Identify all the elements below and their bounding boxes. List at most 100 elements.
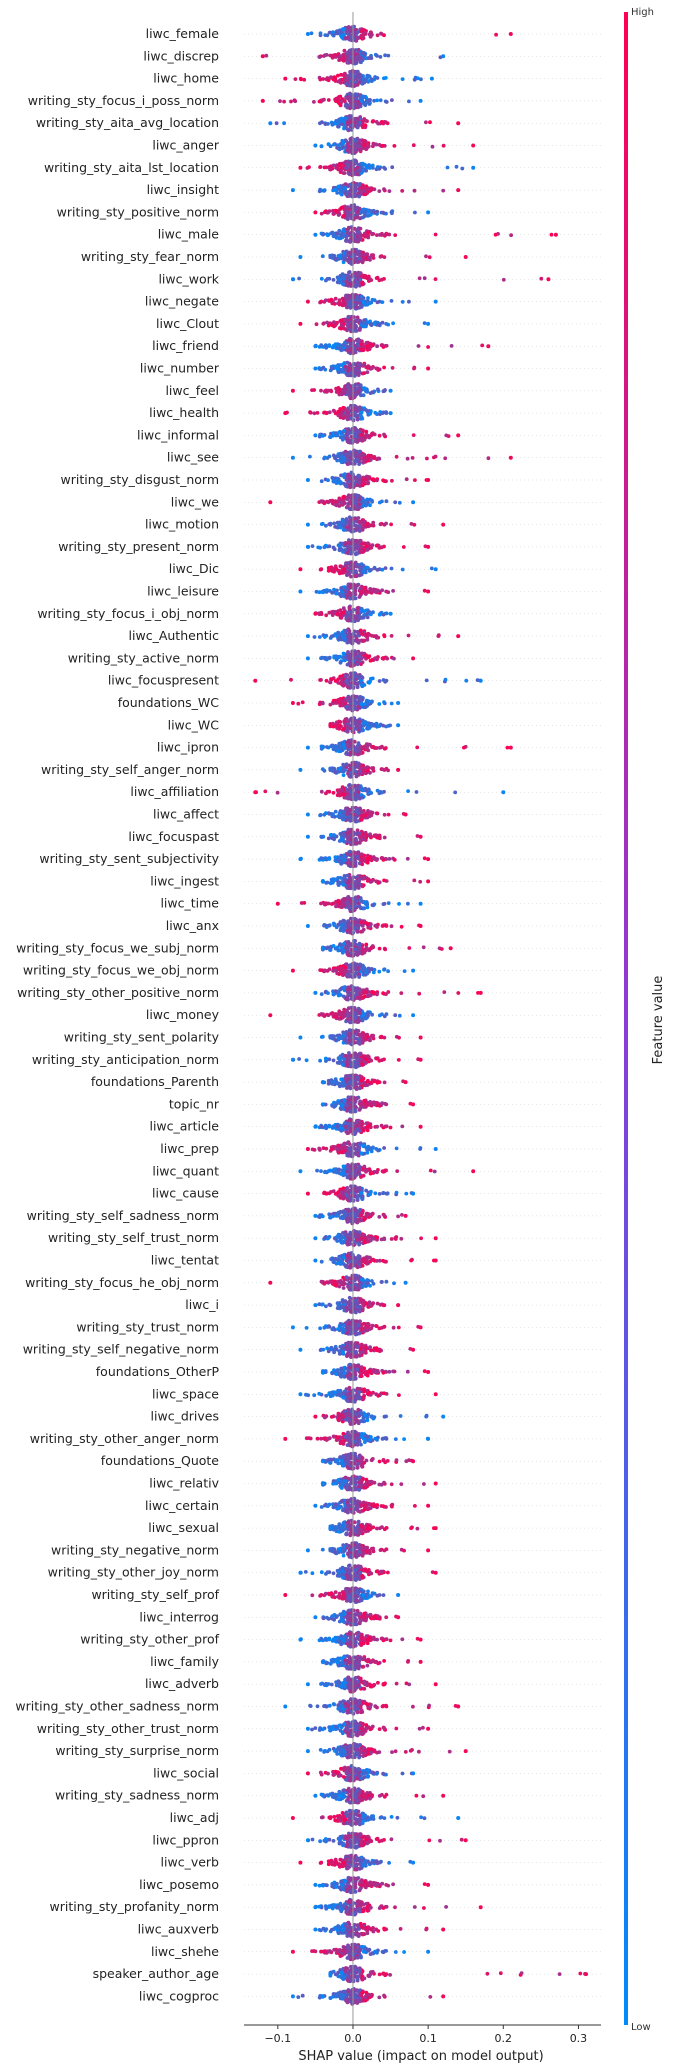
shap-point — [355, 143, 359, 148]
shap-point — [347, 239, 352, 244]
shap-point — [331, 30, 335, 35]
feature-label: foundations_WC — [118, 695, 220, 710]
shap-point — [359, 702, 364, 707]
shap-point — [359, 562, 364, 566]
shap-point — [486, 456, 491, 461]
shap-point — [350, 328, 355, 332]
shap-point — [332, 547, 337, 552]
shap-point — [418, 834, 423, 839]
shap-point — [371, 610, 375, 615]
shap-point — [332, 655, 337, 660]
shap-point — [305, 745, 310, 750]
shap-point — [412, 188, 417, 193]
shap-point — [379, 545, 384, 550]
shap-point — [346, 633, 351, 638]
shap-point — [312, 635, 317, 639]
feature-label: liwc_see — [167, 450, 219, 465]
shap-point — [346, 458, 351, 463]
shap-point — [355, 765, 360, 769]
shap-point — [381, 656, 385, 660]
shap-point — [326, 478, 330, 483]
shap-point — [369, 523, 374, 528]
shap-point — [375, 344, 379, 349]
shap-point — [360, 34, 365, 38]
shap-point — [364, 146, 369, 150]
feature-row: liwc_home — [153, 69, 601, 89]
shap-point — [338, 162, 342, 167]
shap-point — [389, 634, 394, 638]
shap-point — [353, 589, 358, 593]
feature-row: liwc_focuspast — [128, 827, 601, 847]
shap-point — [353, 256, 357, 260]
shap-point — [380, 143, 385, 148]
shap-point — [362, 744, 367, 749]
shap-point — [338, 279, 343, 283]
shap-point — [407, 299, 411, 304]
feature-label: liwc_focuspast — [128, 829, 219, 844]
shap-point — [353, 699, 358, 703]
shap-point — [322, 812, 327, 817]
shap-point — [341, 274, 346, 279]
shap-point — [361, 139, 366, 144]
shap-point — [360, 496, 365, 501]
shap-point — [350, 173, 355, 178]
shap-point — [370, 543, 375, 547]
shap-point — [329, 812, 333, 816]
shap-point — [381, 210, 385, 215]
shap-point — [358, 539, 362, 543]
shap-point — [318, 165, 322, 170]
shap-point — [382, 634, 387, 639]
shap-point — [357, 438, 361, 442]
shap-point — [346, 472, 351, 477]
shap-point — [325, 277, 330, 281]
shap-point — [305, 812, 310, 817]
shap-point — [365, 276, 369, 280]
shap-point — [378, 98, 383, 103]
shap-point — [344, 257, 349, 262]
shap-point — [355, 305, 359, 310]
shap-point — [400, 77, 405, 81]
shap-point — [340, 592, 345, 597]
shap-point — [359, 415, 364, 419]
shap-point — [358, 168, 362, 173]
feature-row: liwc_insight — [147, 181, 601, 199]
shap-point — [342, 72, 347, 77]
shap-point — [382, 33, 386, 38]
shap-point — [375, 478, 379, 483]
shap-point — [357, 147, 362, 152]
shap-point — [351, 529, 356, 533]
shap-point — [396, 701, 401, 705]
shap-point — [360, 253, 365, 258]
shap-point — [348, 551, 353, 556]
shap-point — [372, 321, 377, 326]
feature-row: liwc_affect — [153, 805, 601, 824]
shap-point — [471, 165, 476, 170]
shap-point — [313, 611, 318, 616]
shap-point — [325, 745, 329, 749]
shap-point — [361, 460, 365, 465]
shap-point — [364, 632, 369, 637]
shap-point — [346, 796, 351, 801]
shap-point — [349, 674, 353, 679]
shap-point — [349, 188, 353, 193]
shap-point — [378, 254, 383, 259]
feature-label: writing_sty_sent_subjectivity — [39, 851, 219, 866]
shap-point — [348, 837, 353, 842]
shap-point — [363, 500, 367, 504]
shap-point — [296, 701, 301, 706]
shap-point — [443, 677, 448, 682]
shap-point — [384, 322, 389, 326]
shap-point — [377, 702, 382, 706]
shap-point — [289, 677, 293, 682]
shap-point — [375, 54, 379, 58]
shap-point — [274, 121, 279, 126]
shap-point — [360, 651, 364, 656]
shap-point — [416, 344, 421, 348]
shap-point — [376, 387, 380, 392]
shap-point — [369, 454, 374, 459]
shap-point — [336, 143, 341, 148]
shap-point — [314, 322, 319, 327]
shap-point — [332, 142, 336, 147]
shap-point — [260, 54, 265, 59]
shap-point — [340, 435, 345, 440]
